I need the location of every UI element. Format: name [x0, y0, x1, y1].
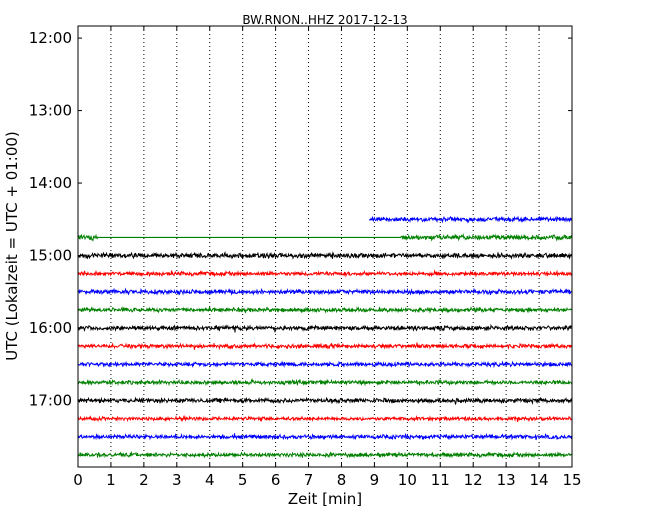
grid-lines: [110, 26, 540, 467]
x-tick-label: 4: [205, 471, 215, 489]
x-tick-label: 12: [464, 471, 483, 489]
x-tick-label: 7: [304, 471, 314, 489]
x-tick-label: 1: [106, 471, 116, 489]
seismic-trace: [77, 287, 573, 296]
x-tick-label: 9: [370, 471, 380, 489]
seismic-trace: [77, 251, 573, 260]
y-tick-labels: 12:00 13:00 14:00 15:00 16:00 17:00: [29, 29, 72, 409]
x-tick-label: 10: [398, 471, 417, 489]
seismic-trace: [369, 215, 573, 224]
y-tick-label: 12:00: [29, 29, 72, 47]
x-axis-label: Zeit [min]: [288, 490, 362, 508]
x-tick-label: 15: [562, 471, 581, 489]
x-tick-label: 14: [530, 471, 549, 489]
seismic-trace: [77, 377, 573, 387]
plot-frame: [77, 25, 573, 468]
seismic-trace: [77, 306, 573, 314]
x-tick-label: 5: [238, 471, 248, 489]
x-tick-label: 3: [172, 471, 182, 489]
seismic-trace: [400, 233, 573, 242]
seismic-trace: [77, 342, 573, 351]
x-tick-label: 6: [271, 471, 281, 489]
seismic-trace: [77, 432, 573, 441]
seismic-trace: [77, 396, 573, 405]
y-tick-label: 17:00: [29, 392, 72, 410]
chart-title: BW.RNON..HHZ 2017-12-13: [242, 13, 407, 27]
axis-ticks: [77, 26, 573, 467]
seismic-trace: [77, 323, 573, 333]
seismic-trace: [77, 233, 98, 242]
x-tick-label: 8: [337, 471, 347, 489]
x-tick-label: 11: [431, 471, 450, 489]
y-tick-label: 14:00: [29, 174, 72, 192]
y-tick-label: 13:00: [29, 102, 72, 120]
y-axis-label: UTC (Lokalzeit = UTC + 01:00): [3, 131, 21, 361]
x-tick-label: 2: [139, 471, 149, 489]
x-tick-labels: 0 1 2 3 4 5 6 7 8 9 10 11 12 13 14 15: [73, 471, 581, 489]
y-tick-label: 15:00: [29, 247, 72, 265]
seismic-traces: [77, 215, 573, 459]
x-tick-label: 0: [73, 471, 83, 489]
x-tick-label: 13: [497, 471, 516, 489]
seismic-trace: [77, 450, 573, 459]
seismic-trace: [77, 269, 573, 278]
seismic-trace: [77, 360, 573, 369]
y-tick-label: 16:00: [29, 319, 72, 337]
seismic-trace: [77, 414, 573, 423]
